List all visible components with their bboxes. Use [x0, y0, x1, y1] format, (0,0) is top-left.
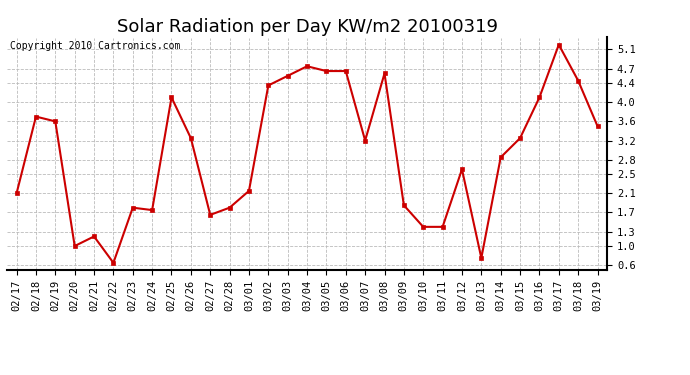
Title: Solar Radiation per Day KW/m2 20100319: Solar Radiation per Day KW/m2 20100319: [117, 18, 497, 36]
Text: Copyright 2010 Cartronics.com: Copyright 2010 Cartronics.com: [10, 41, 180, 51]
